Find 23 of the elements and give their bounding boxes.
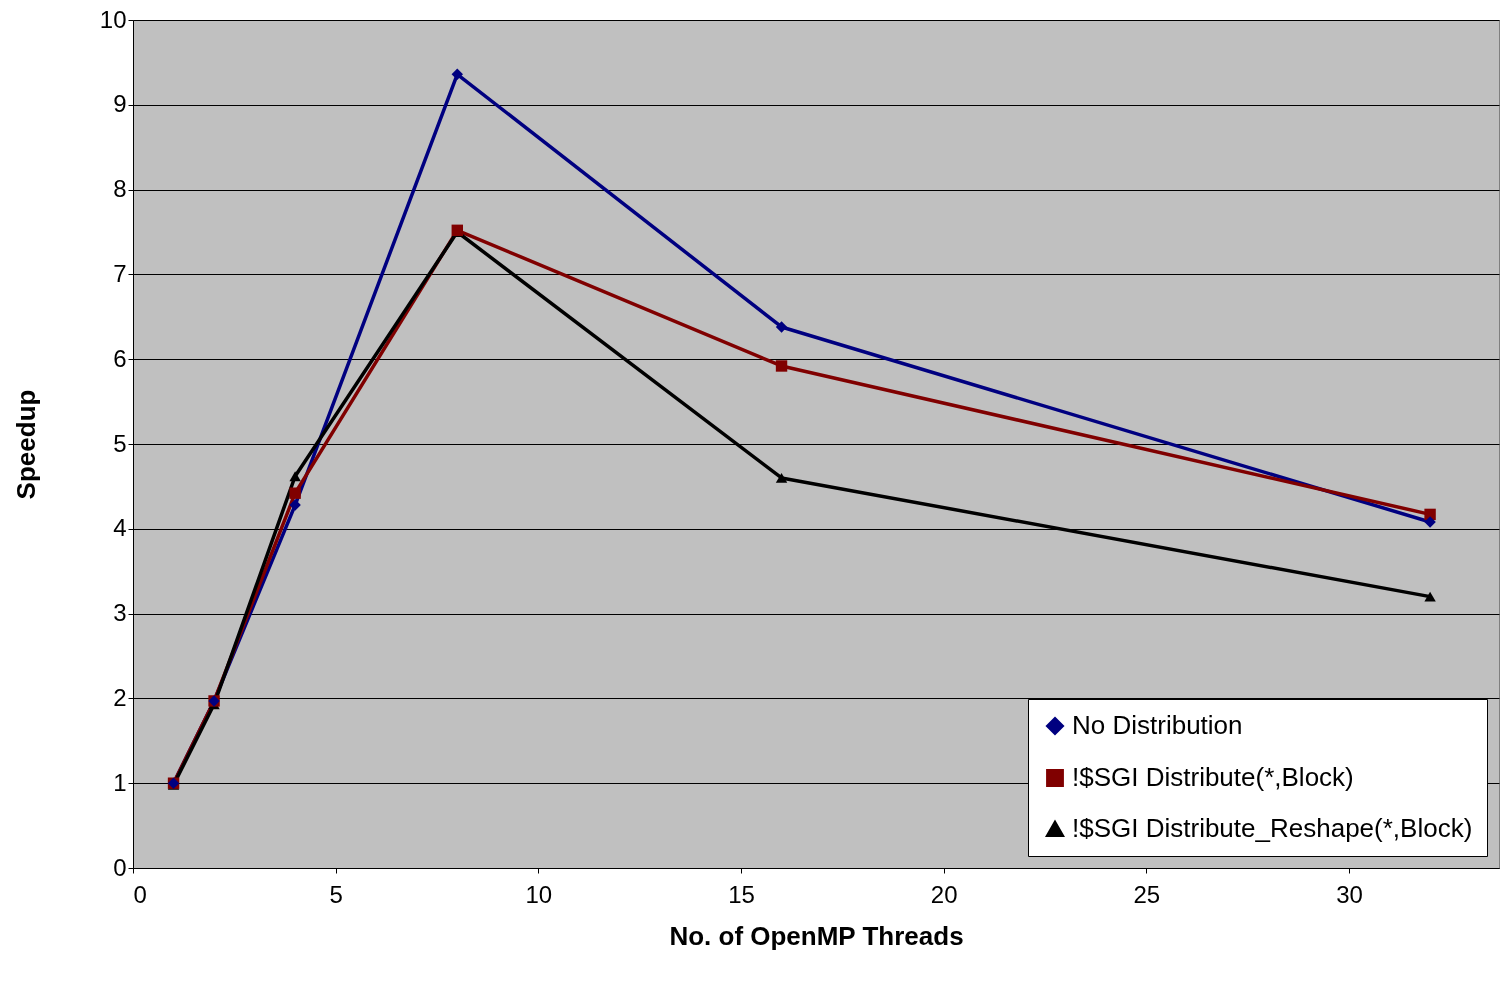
y-axis-title: Speedup [10,389,41,500]
y-tick-label: 10 [99,5,127,33]
legend-label: No Distribution [1072,710,1243,740]
y-tick-label: 2 [113,683,127,711]
x-tick-label: 5 [329,880,343,908]
y-tick-label: 6 [113,344,127,372]
x-axis-title: No. of OpenMP Threads [669,920,964,951]
y-tick-label: 1 [113,768,127,796]
y-tick-label: 7 [113,259,127,287]
y-tick-label: 8 [113,175,127,203]
legend-label: !$SGI Distribute(*,Block) [1072,762,1354,792]
y-tick-label: 0 [113,853,127,881]
y-tick-label: 9 [113,90,127,118]
x-tick-label: 20 [930,880,958,908]
y-tick-label: 3 [113,599,127,627]
y-tick-label: 4 [113,514,127,542]
x-tick-label: 10 [525,880,553,908]
legend-label: !$SGI Distribute_Reshape(*,Block) [1072,813,1473,843]
x-tick-label: 15 [728,880,755,908]
x-tick-label: 30 [1336,880,1363,908]
x-tick-label: 25 [1133,880,1161,908]
y-tick-label: 5 [113,429,127,457]
x-tick-label: 0 [133,880,147,908]
